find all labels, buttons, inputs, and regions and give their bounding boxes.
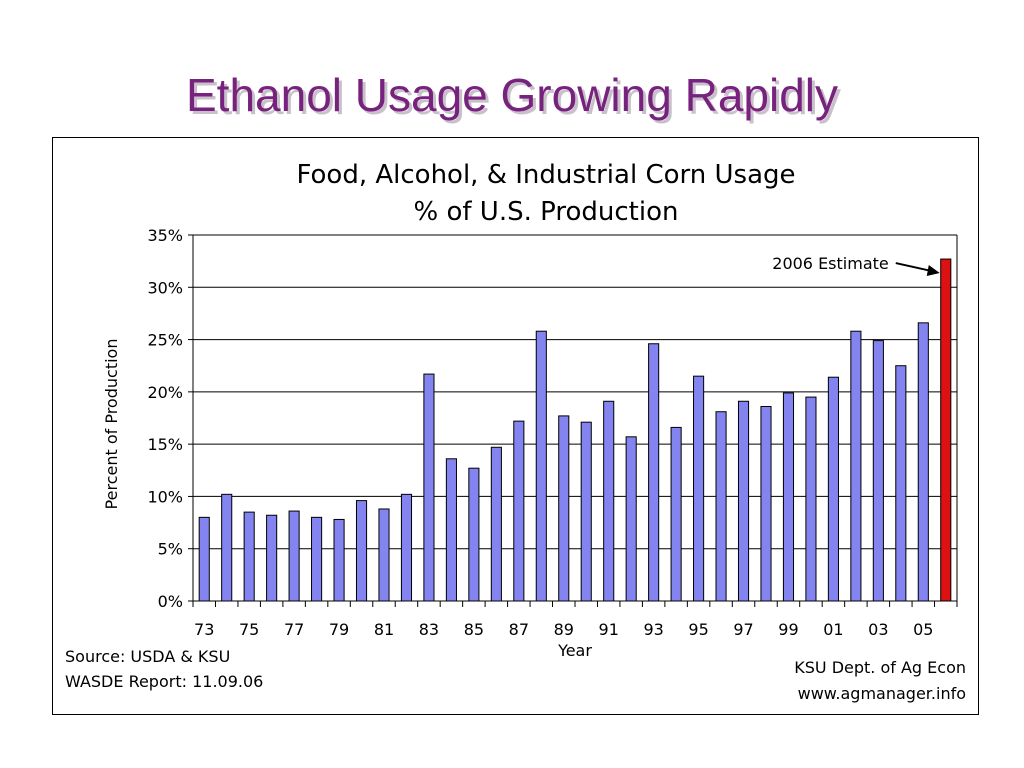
bar-83 <box>423 373 435 602</box>
annotation-label: 2006 Estimate <box>772 254 888 273</box>
bar-80 <box>355 500 368 602</box>
x-tick-label: 83 <box>419 620 439 639</box>
bar-93 <box>648 343 660 602</box>
x-tick-label: 93 <box>643 620 663 639</box>
x-tick-label: 81 <box>374 620 394 639</box>
slide-title: Ethanol Usage Growing Rapidly <box>185 69 839 121</box>
y-tick-label: 15% <box>147 435 183 454</box>
bar-04 <box>895 365 907 602</box>
annotation-arrowhead <box>926 265 940 277</box>
bar-96 <box>715 411 727 602</box>
x-tick-label: 85 <box>464 620 484 639</box>
bar-91 <box>603 400 615 602</box>
bar-73 <box>198 516 210 602</box>
bar-89 <box>558 415 570 602</box>
bar-75 <box>243 511 255 602</box>
x-tick-label: 87 <box>509 620 529 639</box>
y-tick-label: 25% <box>147 331 183 350</box>
chart-subtitle: % of U.S. Production <box>414 197 679 227</box>
y-axis-label: Percent of Production <box>102 339 121 510</box>
y-tick-label: 30% <box>147 278 183 297</box>
chart-title: Food, Alcohol, & Industrial Corn Usage <box>296 160 795 190</box>
x-tick-label: 79 <box>329 620 349 639</box>
bar-76 <box>266 514 278 602</box>
x-tick-label: 99 <box>778 620 798 639</box>
y-tick-label: 10% <box>147 487 183 506</box>
bar-85 <box>468 467 480 602</box>
bar-03 <box>872 340 884 602</box>
bar-79 <box>333 518 345 602</box>
x-tick-label: 03 <box>868 620 888 639</box>
x-tick-label: 77 <box>284 620 304 639</box>
x-tick-label: 89 <box>554 620 574 639</box>
y-tick-label: 0% <box>158 592 183 611</box>
x-tick-label: 73 <box>194 620 214 639</box>
bar-98 <box>760 405 772 602</box>
x-tick-label: 91 <box>599 620 619 639</box>
bar-77 <box>288 510 300 602</box>
bar-84 <box>445 458 457 602</box>
x-axis-label: Year <box>557 641 592 660</box>
bar-92 <box>625 436 637 602</box>
report-line: WASDE Report: 11.09.06 <box>65 672 264 691</box>
bar-00 <box>805 396 817 602</box>
bar-95 <box>693 375 705 602</box>
annotation-arrow <box>895 262 932 273</box>
bar-78 <box>311 516 323 602</box>
chart-frame: Food, Alcohol, & Industrial Corn Usage % … <box>52 137 979 715</box>
bar-86 <box>490 446 502 602</box>
bar-94 <box>670 426 682 602</box>
x-tick-label: 97 <box>733 620 753 639</box>
x-tick-label: 05 <box>913 620 933 639</box>
bar-99 <box>782 392 795 602</box>
bar-74 <box>221 493 233 602</box>
bar-81 <box>378 508 390 602</box>
bar-82 <box>400 493 413 602</box>
y-tick-label: 20% <box>147 383 183 402</box>
bar-chart: Food, Alcohol, & Industrial Corn Usage % … <box>102 160 958 660</box>
bar-87 <box>513 420 525 602</box>
y-tick-label: 35% <box>147 226 183 245</box>
source-line: Source: USDA & KSU <box>65 647 231 666</box>
credit-website: www.agmanager.info <box>797 684 966 703</box>
y-tick-label: 5% <box>158 540 183 559</box>
x-tick-label: 95 <box>688 620 708 639</box>
bar-88 <box>535 330 547 602</box>
bar-90 <box>580 421 592 602</box>
bar-97 <box>737 400 750 602</box>
x-tick-label: 75 <box>239 620 259 639</box>
credit-dept: KSU Dept. of Ag Econ <box>794 658 966 677</box>
bar-06 <box>940 258 952 602</box>
bar-01 <box>827 376 839 602</box>
x-tick-label: 01 <box>823 620 843 639</box>
bar-05 <box>917 322 929 602</box>
bar-02 <box>850 330 862 602</box>
